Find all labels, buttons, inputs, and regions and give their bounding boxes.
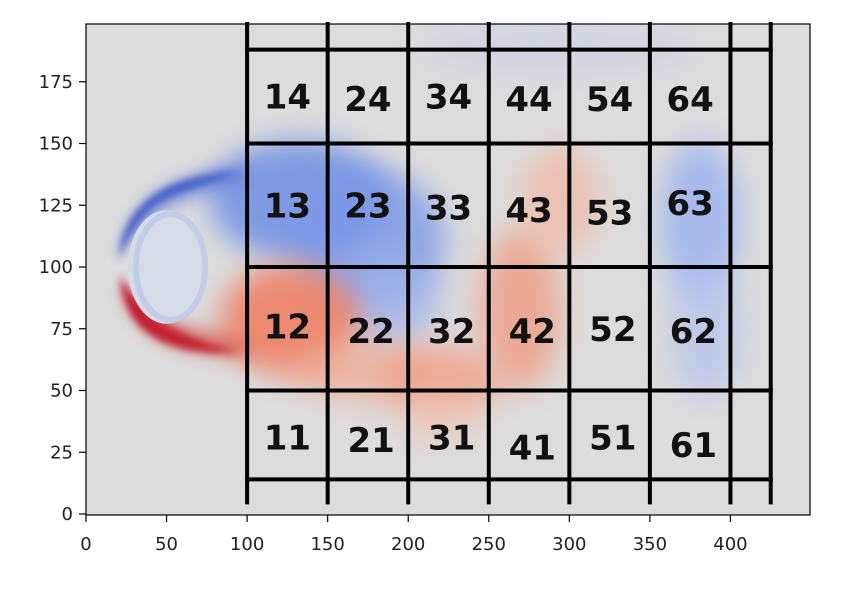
x-tick-label: 0	[80, 534, 91, 555]
cell-label-43: 43	[505, 191, 552, 231]
grid-overlay	[245, 22, 773, 505]
vortex-blue-22	[340, 255, 440, 345]
cell-label-12: 12	[264, 307, 311, 347]
y-tick-label: 50	[50, 381, 73, 402]
x-tick-label: 150	[310, 534, 344, 555]
axes-frame	[85, 23, 811, 516]
cell-labels: 14 24 34 44 54 64 13 23 33 43 53 63 12 22 32 42 52 62 11 21…	[264, 78, 717, 469]
cell-label-42: 42	[509, 312, 556, 352]
cylinder-body	[127, 210, 206, 324]
y-axis: 0 25 50 75 100 125 150 175	[39, 72, 86, 525]
y-tick-label: 25	[50, 442, 73, 463]
cell-label-54: 54	[586, 80, 633, 120]
x-tick-label: 200	[391, 534, 425, 555]
vortex-blue-63	[660, 140, 740, 300]
cell-label-13: 13	[264, 186, 311, 226]
x-tick-label: 250	[472, 534, 506, 555]
shear-layer-lower	[120, 275, 240, 353]
vortex-red-31	[400, 395, 480, 445]
cell-label-24: 24	[344, 80, 391, 120]
cell-label-23: 23	[344, 186, 391, 226]
cell-label-34: 34	[425, 78, 472, 118]
cell-label-14: 14	[264, 78, 311, 118]
shear-layer-upper-glow	[120, 165, 251, 255]
y-tick-label: 100	[39, 257, 73, 278]
cell-label-31: 31	[428, 418, 475, 458]
y-tick-label: 150	[39, 134, 73, 155]
y-tick-label: 125	[39, 195, 73, 216]
cell-label-61: 61	[670, 426, 717, 466]
y-tick-label: 75	[50, 319, 73, 340]
cell-label-64: 64	[667, 80, 714, 120]
cell-label-62: 62	[670, 312, 717, 352]
cell-label-11: 11	[264, 418, 311, 458]
vortex-red-43	[520, 145, 600, 255]
cell-label-22: 22	[348, 312, 395, 352]
cell-label-41: 41	[509, 428, 556, 468]
cell-label-33: 33	[425, 189, 472, 229]
x-tick-label: 50	[155, 534, 178, 555]
x-tick-label: 400	[713, 534, 747, 555]
cell-label-51: 51	[589, 418, 636, 458]
x-tick-label: 300	[552, 534, 586, 555]
y-tick-label: 175	[39, 72, 73, 93]
cell-label-52: 52	[589, 310, 636, 350]
cell-label-44: 44	[505, 80, 552, 120]
vortex-red-42	[480, 230, 560, 390]
shear-layer-lower-glow	[120, 280, 251, 356]
x-tick-label: 100	[230, 534, 264, 555]
y-tick-label: 0	[62, 504, 73, 525]
x-axis: 0 50 100 150 200 250 300 350 400	[80, 515, 748, 555]
cell-label-53: 53	[586, 194, 633, 234]
cylinder-shade	[132, 211, 209, 323]
cell-label-21: 21	[348, 421, 395, 461]
vortex-blue-62	[670, 260, 740, 400]
x-tick-label: 350	[633, 534, 667, 555]
cell-label-32: 32	[428, 312, 475, 352]
cell-label-63: 63	[667, 184, 714, 224]
